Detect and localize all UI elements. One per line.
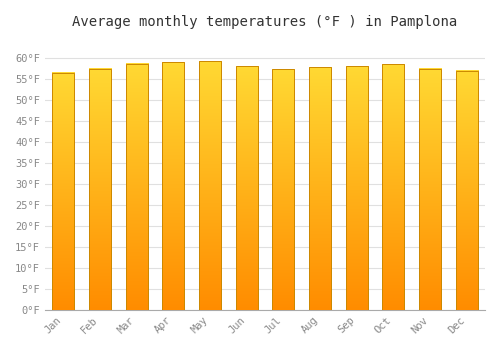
Bar (89, 69, 111, 310)
Bar (456, 71, 477, 310)
Bar (346, 66, 368, 310)
Bar (199, 62, 221, 310)
Bar (162, 62, 184, 310)
Bar (272, 69, 294, 310)
Bar (419, 69, 441, 310)
Bar (52, 73, 74, 310)
Bar (126, 64, 148, 310)
Bar (309, 67, 331, 310)
Bar (236, 66, 258, 310)
Title: Average monthly temperatures (°F ) in Pamplona: Average monthly temperatures (°F ) in Pa… (72, 15, 458, 29)
Bar (382, 64, 404, 310)
